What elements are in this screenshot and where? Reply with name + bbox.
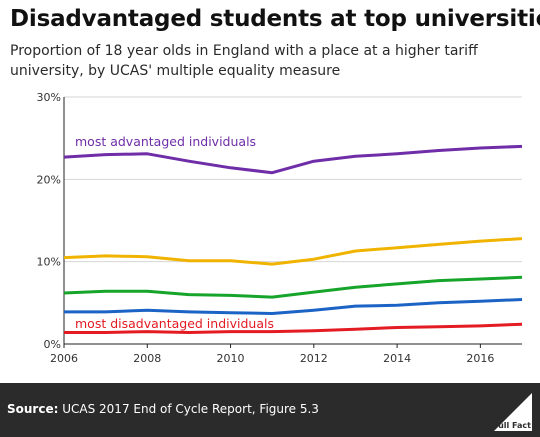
source-note: Source: UCAS 2017 End of Cycle Report, F… [7,402,319,416]
series-lines [63,144,523,334]
x-tick-label-3: 2012 [300,352,328,365]
logo-text: Full Fact [493,421,531,430]
source-label: Source: [7,402,59,416]
x-tick-label-4: 2014 [383,352,411,365]
source-text: UCAS 2017 End of Cycle Report, Figure 5.… [62,402,319,416]
annotation-most-disadvantaged: most disadvantaged individuals [75,316,274,331]
footer-bar: Source: UCAS 2017 End of Cycle Report, F… [0,383,540,437]
x-tick-label-2: 2010 [217,352,245,365]
series-line-quintile-3 [63,275,523,299]
y-tick-labels: 0% 10% 20% 30% [37,91,61,351]
axes [63,97,522,348]
y-tick-label-2: 20% [37,173,61,186]
x-tick-label-0: 2006 [50,352,78,365]
x-tick-label-1: 2008 [133,352,161,365]
series-line-quintile-2 [64,298,523,315]
series-line-most-disadvantaged [64,322,523,334]
logo-triangle [494,393,532,431]
y-tick-label-3: 30% [37,91,61,104]
x-tick-label-5: 2016 [466,352,494,365]
full-fact-logo: Full Fact [493,393,532,431]
y-tick-label-0: 0% [44,338,61,351]
series-line-quintile-4 [63,237,523,266]
chart-subtitle: Proportion of 18 year olds in England wi… [10,43,478,79]
gridlines [64,96,522,263]
series-line-most-advantaged [63,144,523,175]
annotation-most-advantaged: most advantaged individuals [75,134,256,149]
line-chart: 0% 10% 20% 30% 2006 2008 2010 2012 2014 2016 mos… [37,91,523,365]
x-tick-labels: 2006 2008 2010 2012 2014 2016 [50,352,494,365]
y-tick-label-1: 10% [37,256,61,269]
chart-title: Disadvantaged students at top universiti… [10,6,540,32]
